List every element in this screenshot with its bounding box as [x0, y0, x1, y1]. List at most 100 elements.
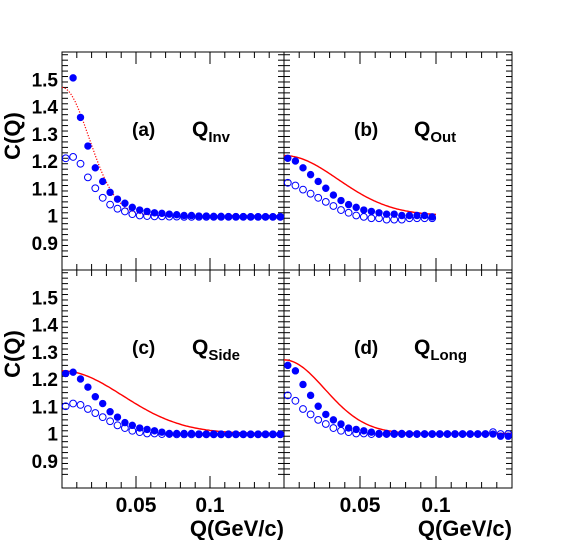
filled-marker: [306, 170, 315, 179]
filled-marker: [375, 429, 383, 438]
y-axis-label: C(Q): [0, 330, 25, 378]
filled-marker: [489, 430, 497, 438]
filled-marker: [98, 399, 107, 408]
panel-q-subscript: Side: [208, 347, 240, 364]
panel-q-subscript: Out: [430, 129, 456, 146]
open-marker: [84, 173, 92, 182]
y-tick-label: 1.3: [32, 343, 58, 364]
filled-marker: [121, 199, 129, 207]
filled-marker: [337, 420, 345, 428]
filled-marker: [61, 369, 70, 378]
filled-marker: [390, 210, 398, 218]
filled-marker: [239, 430, 248, 439]
filled-marker: [158, 209, 166, 218]
filled-marker: [232, 212, 240, 221]
filled-marker: [337, 196, 345, 205]
open-marker: [113, 204, 122, 213]
panel-q-subscript: Inv: [208, 129, 230, 146]
filled-marker: [136, 424, 144, 432]
open-marker: [61, 402, 70, 411]
filled-marker: [458, 430, 467, 438]
filled-marker: [276, 213, 284, 221]
filled-marker: [69, 74, 77, 82]
filled-marker: [413, 211, 421, 220]
panel-tag: (a): [132, 120, 155, 141]
filled-marker: [269, 213, 277, 221]
y-tick-label: 1.4: [32, 98, 59, 119]
open-marker: [314, 415, 323, 424]
filled-marker: [420, 430, 429, 438]
filled-marker: [247, 430, 255, 439]
panel-c: [61, 368, 285, 439]
filled-marker: [210, 430, 218, 438]
open-marker: [306, 189, 315, 198]
open-marker: [283, 178, 292, 187]
filled-marker: [398, 211, 406, 220]
open-marker: [344, 208, 353, 217]
filled-marker: [322, 184, 330, 192]
filled-marker: [113, 195, 122, 203]
panel-b: [283, 154, 437, 224]
filled-marker: [165, 429, 174, 438]
filled-marker: [121, 418, 129, 427]
filled-marker: [202, 430, 211, 438]
filled-marker: [217, 212, 225, 221]
filled-marker: [284, 361, 292, 370]
filled-marker: [269, 430, 277, 439]
filled-marker: [352, 425, 360, 434]
x-tick-label: 0.1: [421, 494, 451, 517]
filled-marker: [143, 207, 151, 216]
filled-marker: [382, 210, 391, 218]
filled-marker: [466, 430, 474, 438]
filled-marker: [398, 429, 406, 438]
open-marker: [113, 421, 122, 430]
panel-q-label: QSide: [192, 336, 240, 364]
open-marker: [84, 405, 92, 413]
filled-marker: [84, 142, 92, 150]
filled-marker: [173, 210, 181, 219]
filled-marker: [143, 425, 151, 434]
x-tick-label: 0.05: [116, 494, 157, 517]
filled-marker: [322, 410, 330, 419]
filled-marker: [344, 424, 353, 432]
open-marker: [91, 184, 100, 193]
panel-q-label: QLong: [414, 336, 467, 364]
filled-marker: [360, 206, 368, 214]
open-marker: [98, 193, 107, 202]
y-axis-label: C(Q): [0, 112, 25, 160]
y-tick-label: 1: [47, 207, 58, 228]
open-marker: [367, 214, 376, 223]
y-tick-label: 1.1: [32, 179, 59, 200]
filled-marker: [69, 368, 77, 376]
filled-marker: [91, 393, 100, 401]
y-tick-label: 1.5: [32, 70, 59, 91]
fit-curve: [284, 154, 437, 216]
filled-marker: [367, 207, 376, 216]
open-marker: [69, 399, 77, 408]
open-marker: [69, 153, 77, 161]
y-tick-label: 1.5: [32, 288, 59, 309]
x-axis-label: Q(GeV/c): [190, 516, 284, 540]
filled-marker: [195, 212, 203, 220]
filled-marker: [367, 428, 376, 436]
filled-marker: [261, 213, 270, 221]
open-marker: [352, 211, 361, 220]
open-marker: [61, 154, 70, 163]
open-marker: [76, 400, 85, 409]
y-tick-label: 1.1: [32, 397, 59, 418]
filled-marker: [106, 408, 114, 416]
open-marker: [321, 420, 330, 428]
open-marker: [306, 410, 315, 419]
filled-marker: [496, 432, 505, 440]
panel-frame: [61, 51, 285, 271]
filled-marker: [344, 200, 353, 209]
x-tick-label: 0.1: [195, 494, 225, 517]
filled-marker: [232, 430, 240, 439]
filled-marker: [291, 157, 300, 165]
filled-marker: [195, 430, 203, 438]
filled-marker: [224, 430, 233, 439]
filled-marker: [443, 430, 452, 438]
filled-marker: [239, 212, 248, 221]
filled-marker: [261, 430, 270, 439]
filled-marker: [306, 391, 315, 400]
